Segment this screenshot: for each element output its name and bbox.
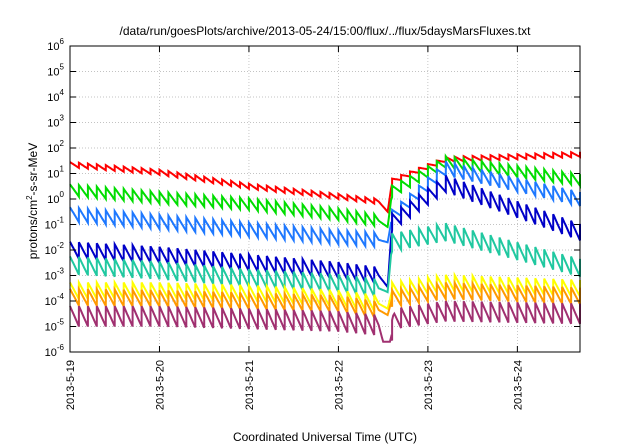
y-tick-label: 10-2	[45, 241, 65, 257]
x-tick-label: 2013-5-20	[154, 360, 166, 410]
series-line-green	[69, 153, 581, 229]
y-tick-label: 103	[47, 114, 64, 130]
y-axis-label: protons/cm2-s-sr-MeV	[25, 143, 40, 259]
series-line-purple	[69, 300, 581, 343]
y-tick-base: 10	[47, 169, 59, 181]
y-tick-exponent: -6	[57, 343, 65, 352]
y-tick-label: 104	[47, 88, 64, 104]
y-axis-label-sup: 2	[25, 195, 34, 200]
y-tick-label: 100	[47, 190, 64, 206]
y-tick-exponent: 1	[60, 165, 65, 174]
y-tick-base: 10	[47, 92, 59, 104]
x-axis-ticks: 2013-5-19 2013-5-20 2013-5-21 2013-5-22 2013…	[65, 46, 524, 410]
y-tick-base: 10	[47, 118, 59, 130]
y-tick-base: 10	[47, 143, 59, 155]
y-tick-base: 10	[45, 322, 57, 334]
y-tick-label: 10-4	[45, 292, 65, 308]
y-tick-base: 10	[47, 41, 59, 53]
x-tick-label: 2013-5-23	[423, 360, 435, 410]
y-tick-base: 10	[45, 347, 57, 359]
grid	[70, 46, 580, 352]
y-tick-label: 101	[47, 165, 64, 181]
series-line-orange	[69, 279, 581, 318]
x-tick-label: 2013-5-22	[333, 360, 345, 410]
y-tick-label: 10-5	[45, 318, 65, 334]
series-line-red	[69, 150, 581, 214]
y-tick-exponent: 0	[60, 190, 65, 199]
y-tick-label: 10-3	[45, 267, 65, 283]
series-line-teal	[69, 221, 581, 298]
y-axis-label-rest: -s-sr-MeV	[26, 143, 40, 196]
x-tick-label: 2013-5-21	[244, 360, 256, 410]
y-tick-base: 10	[45, 296, 57, 308]
x-tick-label: 2013-5-19	[65, 360, 77, 410]
y-tick-label: 10-6	[45, 343, 65, 359]
y-tick-label: 106	[47, 37, 64, 53]
y-tick-exponent: 2	[60, 139, 65, 148]
series-line-yellow	[69, 271, 581, 312]
y-axis-label-main: protons/cm	[26, 200, 40, 259]
y-tick-exponent: -4	[57, 292, 65, 301]
y-tick-exponent: 6	[60, 37, 65, 46]
y-tick-label: 102	[47, 139, 64, 155]
x-axis-label: Coordinated Universal Time (UTC)	[233, 430, 417, 444]
x-tick-label: 2013-5-24	[512, 360, 524, 410]
series-line-navy	[69, 174, 581, 290]
y-tick-base: 10	[45, 220, 57, 232]
chart-title: /data/run/goesPlots/archive/2013-05-24/1…	[120, 24, 532, 38]
y-tick-label: 105	[47, 63, 64, 79]
y-tick-exponent: -3	[57, 267, 65, 276]
y-tick-exponent: 4	[60, 88, 65, 97]
y-axis-ticks: 10-610-510-410-310-210-11001011021031041…	[45, 37, 580, 359]
y-tick-base: 10	[47, 67, 59, 79]
y-tick-exponent: -2	[57, 241, 65, 250]
y-tick-base: 10	[45, 245, 57, 257]
series-group	[69, 150, 581, 343]
y-tick-base: 10	[47, 194, 59, 206]
y-tick-label: 10-1	[45, 216, 65, 232]
y-tick-exponent: -1	[57, 216, 65, 225]
y-tick-exponent: -5	[57, 318, 65, 327]
y-tick-base: 10	[45, 271, 57, 283]
series-line-blue	[69, 159, 581, 251]
y-tick-exponent: 5	[60, 63, 65, 72]
y-tick-exponent: 3	[60, 114, 65, 123]
